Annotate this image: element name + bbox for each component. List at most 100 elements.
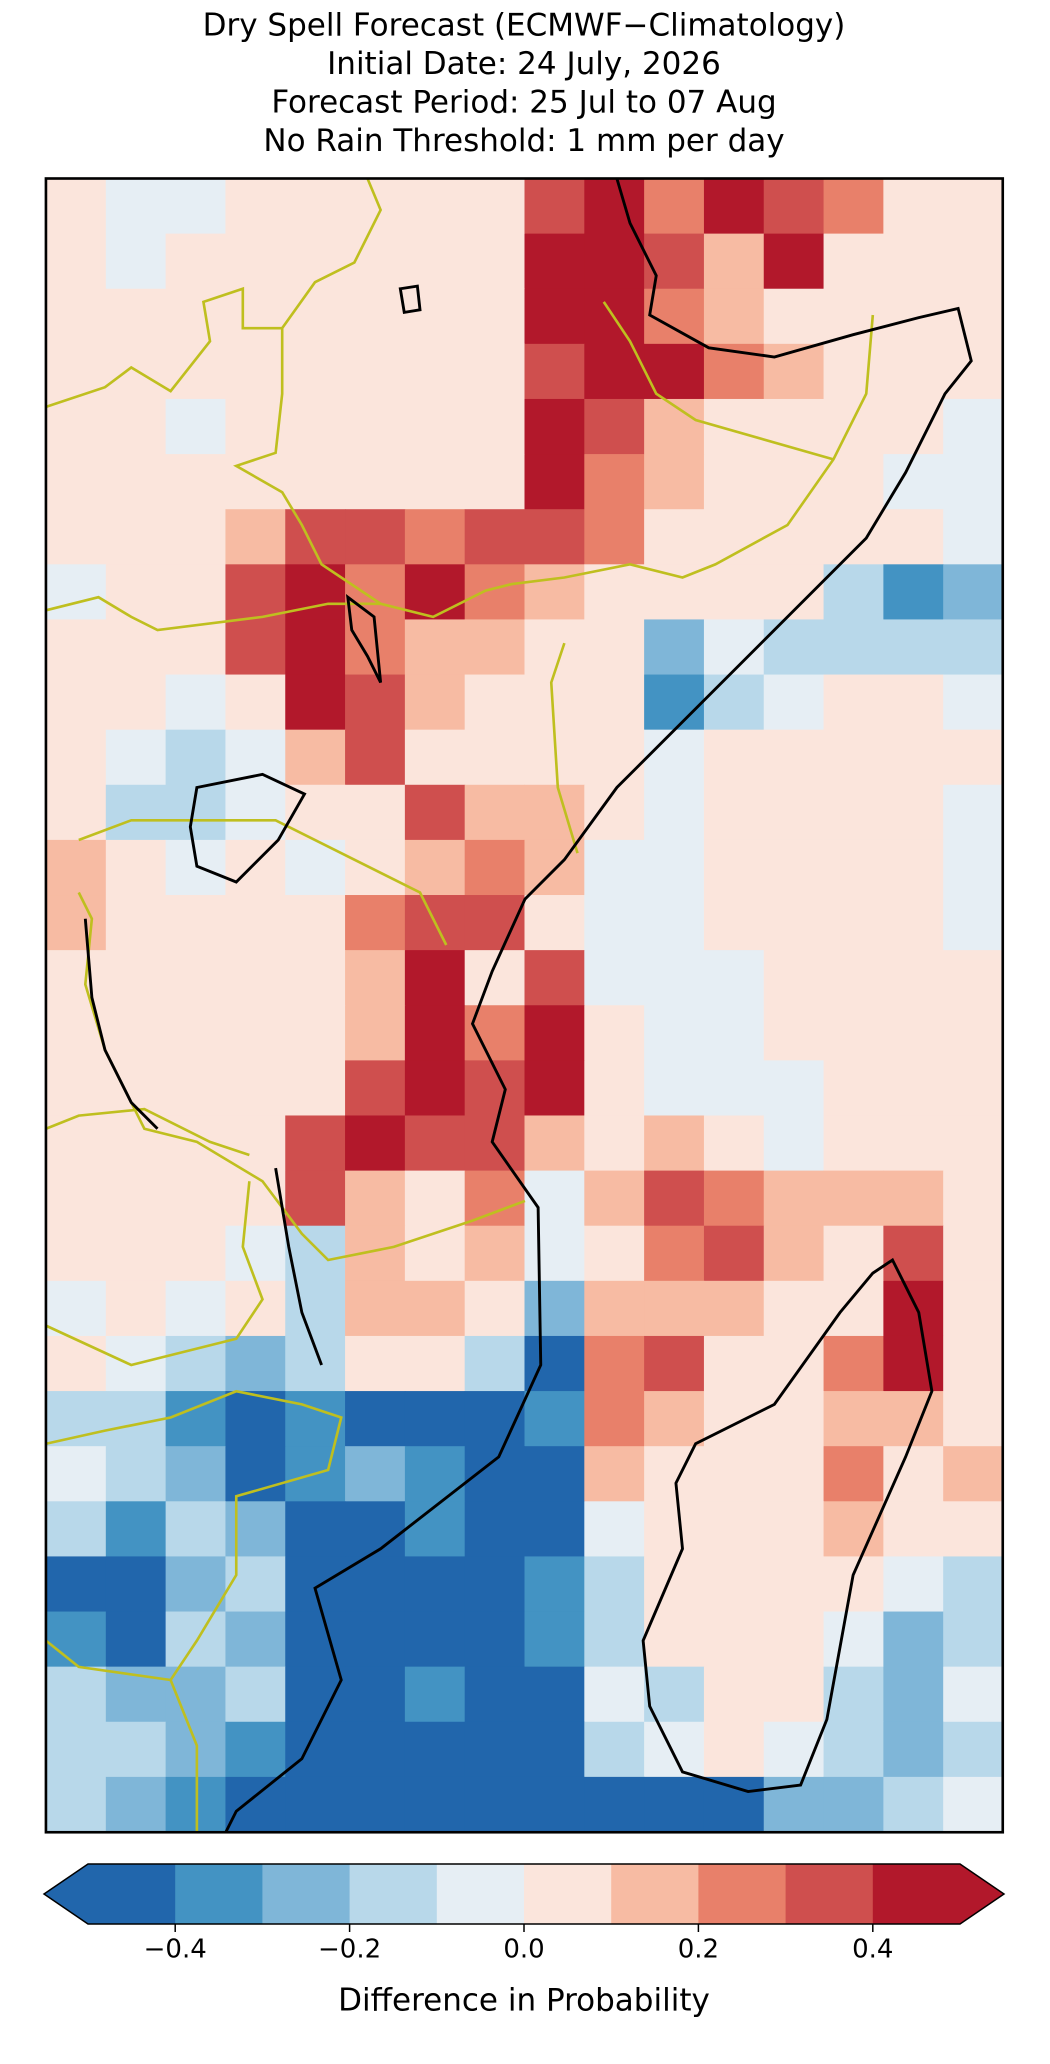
cell — [883, 233, 944, 290]
cell — [943, 1501, 1004, 1557]
border — [549, 642, 579, 854]
cell — [464, 398, 525, 455]
cell — [165, 674, 226, 731]
borders — [45, 177, 875, 1833]
map-frame — [44, 177, 1005, 1834]
cell — [225, 1115, 286, 1172]
cell — [883, 1115, 944, 1172]
cell — [524, 398, 585, 455]
cell — [404, 1666, 466, 1723]
cell — [823, 1391, 884, 1447]
cell — [225, 1556, 286, 1613]
cell — [105, 784, 167, 841]
cell — [524, 1225, 585, 1282]
cell — [105, 1005, 167, 1061]
cell — [524, 288, 585, 345]
raster — [46, 178, 1004, 1833]
cell — [404, 343, 466, 400]
cell — [404, 1225, 466, 1282]
cell — [464, 895, 525, 951]
cell — [46, 1501, 107, 1557]
cell — [883, 1446, 944, 1502]
cell — [165, 1005, 226, 1061]
cell — [763, 950, 825, 1006]
cell — [584, 1666, 645, 1723]
cell — [345, 950, 406, 1006]
cell — [404, 1115, 466, 1172]
cell — [285, 839, 346, 896]
cell — [105, 1556, 167, 1613]
cell — [763, 1115, 825, 1172]
cell — [883, 564, 944, 620]
cell — [524, 178, 585, 235]
cell — [225, 1225, 286, 1282]
cell — [584, 564, 645, 620]
cell — [644, 1225, 705, 1282]
colorbar-tick-label: 0.2 — [678, 1935, 719, 1965]
cell — [823, 619, 884, 676]
cell — [584, 729, 645, 786]
cell — [883, 950, 944, 1006]
cell — [644, 1501, 705, 1557]
cell — [105, 839, 167, 896]
cell — [404, 564, 466, 620]
cell — [763, 619, 825, 676]
cell — [943, 288, 1004, 345]
cell — [46, 619, 107, 676]
cell — [584, 1776, 645, 1833]
cell — [883, 895, 944, 951]
cell — [584, 509, 645, 565]
cell — [464, 1225, 525, 1282]
border — [45, 1107, 250, 1157]
cell — [644, 1115, 705, 1172]
cell — [943, 1335, 1004, 1392]
cell — [584, 398, 645, 455]
cell — [46, 564, 107, 620]
border — [45, 1181, 264, 1367]
cell — [464, 1170, 525, 1227]
cell — [703, 398, 765, 455]
colorbar-bin — [785, 1864, 874, 1924]
cell — [883, 674, 944, 731]
cell — [943, 1060, 1004, 1116]
cell — [165, 1280, 226, 1337]
cell — [943, 619, 1004, 676]
cell — [644, 729, 705, 786]
cell — [763, 1170, 825, 1227]
cell — [404, 1446, 466, 1502]
lake — [274, 1167, 323, 1366]
cell — [345, 839, 406, 896]
cell — [404, 233, 466, 290]
cell — [345, 729, 406, 786]
cell — [584, 1721, 645, 1778]
cell — [703, 674, 765, 731]
cell — [883, 343, 944, 400]
cell — [883, 1335, 944, 1392]
colorbar-bin — [872, 1864, 961, 1924]
cell — [524, 509, 585, 565]
cell — [464, 1446, 525, 1502]
cell — [524, 343, 585, 400]
cell — [943, 1446, 1004, 1502]
cell — [46, 950, 107, 1006]
cell — [883, 1005, 944, 1061]
cell — [105, 398, 167, 455]
cell — [345, 1170, 406, 1227]
cell — [823, 1556, 884, 1613]
cell — [943, 1005, 1004, 1061]
cell — [644, 454, 705, 510]
cell — [105, 1115, 167, 1172]
cell — [404, 619, 466, 676]
cell — [823, 178, 884, 235]
cell — [823, 564, 884, 620]
cell — [165, 729, 226, 786]
cell — [644, 1335, 705, 1392]
cell — [823, 729, 884, 786]
cell — [165, 178, 226, 235]
cell — [225, 950, 286, 1006]
cell — [823, 509, 884, 565]
cell — [943, 1776, 1004, 1833]
cell — [703, 1115, 765, 1172]
colorbar-bin — [175, 1864, 263, 1924]
cell — [165, 1611, 226, 1668]
